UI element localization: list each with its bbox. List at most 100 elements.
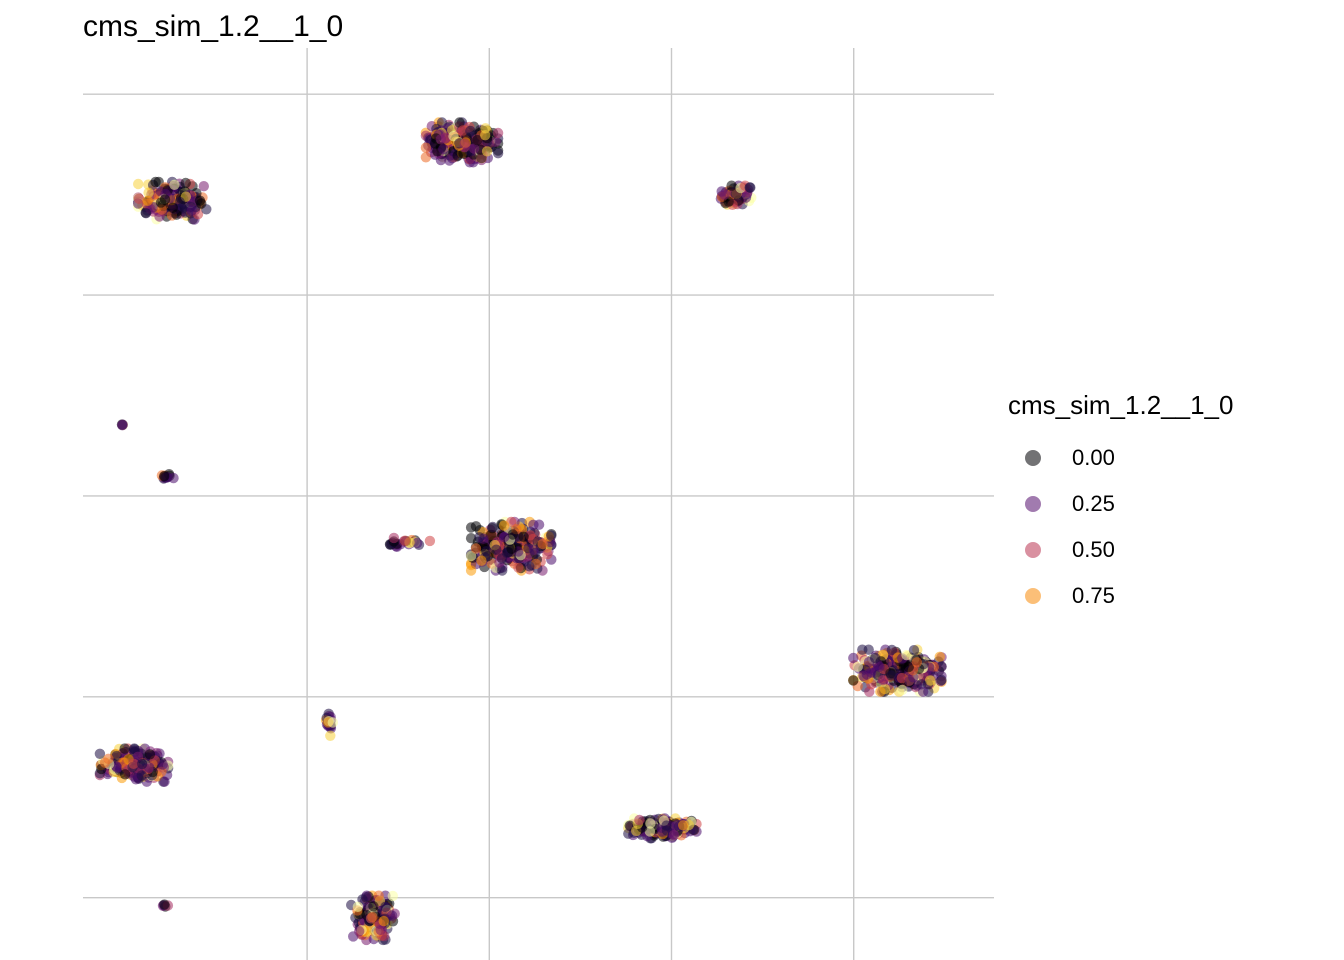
data-point bbox=[848, 652, 859, 664]
data-point bbox=[908, 645, 920, 656]
data-point bbox=[528, 519, 539, 530]
data-point bbox=[143, 187, 154, 198]
data-point bbox=[668, 829, 680, 841]
data-point bbox=[452, 150, 463, 161]
data-point bbox=[726, 180, 737, 191]
data-point bbox=[373, 890, 384, 901]
data-point bbox=[388, 532, 400, 544]
data-point bbox=[412, 537, 423, 549]
data-point bbox=[901, 649, 912, 661]
data-point bbox=[886, 644, 898, 656]
data-point bbox=[468, 143, 480, 154]
data-point bbox=[133, 178, 144, 190]
data-point bbox=[159, 899, 170, 910]
data-point bbox=[128, 758, 139, 769]
data-point bbox=[490, 136, 501, 147]
data-point bbox=[877, 675, 889, 686]
data-point bbox=[465, 565, 477, 576]
data-point bbox=[492, 148, 504, 159]
data-point bbox=[420, 152, 432, 163]
gridlines bbox=[83, 48, 994, 960]
data-point bbox=[198, 181, 209, 192]
data-point bbox=[194, 195, 206, 206]
data-point bbox=[936, 674, 947, 686]
data-point bbox=[159, 194, 171, 205]
legend-item: 0.75 bbox=[1008, 573, 1233, 619]
data-point bbox=[848, 675, 859, 686]
data-point bbox=[380, 901, 391, 912]
legend-item: 0.25 bbox=[1008, 481, 1233, 527]
data-point bbox=[497, 565, 508, 576]
data-point bbox=[159, 776, 170, 787]
legend-label: 0.50 bbox=[1072, 537, 1115, 562]
data-point bbox=[506, 543, 517, 554]
data-point bbox=[934, 651, 945, 662]
legend-item: 0.00 bbox=[1008, 435, 1233, 481]
data-point bbox=[424, 535, 436, 547]
data-point bbox=[438, 143, 449, 155]
data-point bbox=[459, 138, 470, 149]
data-point bbox=[472, 134, 483, 146]
data-point bbox=[150, 176, 161, 188]
data-point bbox=[903, 661, 914, 673]
data-point bbox=[518, 531, 529, 542]
data-point bbox=[678, 820, 689, 831]
data-point bbox=[140, 208, 152, 219]
data-point bbox=[644, 826, 656, 837]
data-point bbox=[904, 675, 915, 686]
data-point bbox=[378, 915, 389, 927]
data-point bbox=[136, 758, 148, 770]
data-point bbox=[180, 177, 191, 189]
data-point bbox=[874, 661, 885, 672]
legend-items: 0.00 0.25 0.50 0.75 bbox=[1008, 435, 1233, 619]
data-point bbox=[465, 125, 476, 137]
data-point bbox=[936, 661, 947, 672]
legend: cms_sim_1.2__1_0 0.00 0.25 0.50 0.75 bbox=[1008, 390, 1233, 619]
data-point bbox=[454, 117, 465, 128]
data-point bbox=[470, 521, 482, 532]
data-point bbox=[327, 717, 338, 728]
data-point bbox=[470, 543, 482, 554]
data-point bbox=[386, 910, 398, 921]
data-point bbox=[745, 182, 756, 193]
data-point bbox=[492, 127, 504, 139]
data-point bbox=[186, 205, 197, 216]
data-points bbox=[94, 117, 947, 946]
data-point bbox=[142, 195, 153, 206]
data-point bbox=[546, 530, 557, 541]
data-point bbox=[924, 675, 936, 686]
data-point bbox=[144, 749, 156, 760]
data-point bbox=[480, 123, 491, 134]
data-point bbox=[476, 555, 487, 566]
data-point bbox=[133, 193, 145, 204]
legend-key-swatch bbox=[1025, 450, 1041, 466]
data-point bbox=[528, 544, 539, 555]
data-point bbox=[354, 926, 365, 937]
data-point bbox=[465, 550, 477, 562]
data-point bbox=[897, 684, 908, 696]
data-point bbox=[420, 142, 432, 153]
data-point bbox=[507, 529, 518, 540]
data-point bbox=[857, 644, 868, 655]
data-point bbox=[375, 924, 386, 936]
data-point bbox=[852, 661, 863, 672]
legend-key-swatch bbox=[1025, 588, 1041, 604]
data-point bbox=[129, 743, 140, 754]
data-point bbox=[352, 901, 364, 912]
data-point bbox=[634, 814, 645, 826]
data-point bbox=[870, 652, 881, 664]
data-point bbox=[136, 770, 147, 781]
data-point bbox=[435, 134, 446, 145]
legend-label: 0.25 bbox=[1072, 491, 1115, 516]
chart-title: cms_sim_1.2__1_0 bbox=[83, 10, 344, 43]
legend-key-swatch bbox=[1025, 496, 1041, 512]
data-point bbox=[861, 669, 873, 680]
data-point bbox=[387, 890, 398, 902]
data-point bbox=[491, 544, 502, 555]
data-point bbox=[911, 657, 923, 668]
legend-label: 0.00 bbox=[1072, 445, 1115, 470]
data-point bbox=[399, 535, 411, 546]
data-point bbox=[537, 538, 548, 550]
data-point bbox=[448, 131, 459, 142]
